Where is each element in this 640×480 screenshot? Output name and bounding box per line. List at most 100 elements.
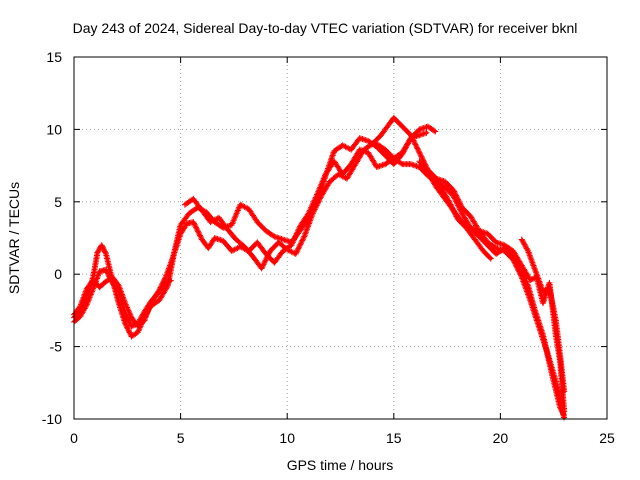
data-point bbox=[339, 142, 346, 149]
data-point bbox=[166, 263, 173, 270]
data-point bbox=[448, 204, 455, 211]
data-point bbox=[194, 227, 201, 234]
x-tick-label: 5 bbox=[177, 430, 185, 446]
data-point bbox=[288, 248, 295, 255]
data-point bbox=[265, 250, 272, 257]
data-point bbox=[533, 271, 540, 278]
data-point bbox=[531, 265, 538, 272]
data-point bbox=[417, 150, 424, 157]
data-point bbox=[228, 221, 235, 228]
data-point bbox=[103, 268, 110, 275]
data-point bbox=[409, 134, 416, 141]
data-point bbox=[233, 211, 240, 218]
data-point bbox=[431, 127, 438, 134]
data-point bbox=[124, 325, 131, 332]
data-point bbox=[77, 303, 84, 310]
data-point bbox=[329, 152, 336, 159]
data-point bbox=[526, 252, 533, 259]
data-point bbox=[294, 229, 301, 236]
data-point bbox=[457, 207, 464, 214]
data-point bbox=[237, 201, 244, 208]
data-point bbox=[196, 232, 203, 239]
data-point bbox=[84, 298, 91, 305]
data-point bbox=[126, 310, 133, 317]
data-point bbox=[78, 300, 85, 307]
data-point bbox=[191, 221, 198, 228]
data-point bbox=[302, 229, 309, 236]
data-point bbox=[319, 178, 326, 185]
data-point bbox=[486, 254, 493, 261]
data-point bbox=[95, 271, 102, 278]
data-point bbox=[525, 248, 532, 255]
data-point bbox=[315, 187, 322, 194]
data-point bbox=[263, 256, 270, 263]
series-track-c bbox=[71, 129, 430, 330]
data-point bbox=[520, 239, 527, 246]
data-point bbox=[89, 288, 96, 295]
data-point bbox=[518, 236, 525, 243]
data-point bbox=[86, 294, 93, 301]
y-tick-label: -5 bbox=[50, 339, 63, 355]
data-point bbox=[432, 128, 439, 135]
data-point bbox=[240, 203, 247, 210]
data-series bbox=[71, 114, 568, 421]
data-point bbox=[295, 227, 302, 234]
data-point bbox=[452, 197, 459, 204]
data-point bbox=[293, 249, 300, 256]
data-point bbox=[523, 245, 530, 252]
data-point bbox=[418, 153, 425, 160]
data-point bbox=[450, 187, 457, 194]
data-point bbox=[127, 311, 134, 318]
data-point bbox=[156, 285, 163, 292]
data-point bbox=[120, 295, 127, 302]
data-point bbox=[137, 315, 144, 322]
data-point bbox=[121, 298, 128, 305]
data-point bbox=[458, 209, 465, 216]
data-point bbox=[117, 288, 124, 295]
data-point bbox=[450, 208, 457, 215]
data-point bbox=[541, 287, 548, 294]
data-point bbox=[530, 263, 537, 270]
data-point bbox=[419, 156, 426, 163]
data-point bbox=[142, 314, 149, 321]
data-point bbox=[115, 282, 122, 289]
y-axis-label: SDTVAR / TECUs bbox=[6, 182, 22, 294]
data-point bbox=[528, 258, 535, 265]
data-point bbox=[453, 213, 460, 220]
data-point bbox=[453, 199, 460, 206]
y-tick-label: 15 bbox=[46, 49, 62, 65]
data-point bbox=[126, 328, 133, 335]
data-point bbox=[125, 326, 132, 333]
data-point bbox=[162, 274, 169, 281]
data-point bbox=[342, 143, 349, 150]
x-axis-label: GPS time / hours bbox=[287, 457, 394, 473]
data-point bbox=[339, 173, 346, 180]
data-point bbox=[117, 287, 124, 294]
data-point bbox=[190, 219, 197, 226]
data-point bbox=[238, 202, 245, 209]
data-point bbox=[527, 253, 534, 260]
data-point bbox=[303, 226, 310, 233]
data-point bbox=[262, 257, 269, 264]
data-point bbox=[316, 185, 323, 192]
x-tick-label: 0 bbox=[70, 430, 78, 446]
data-point bbox=[88, 290, 95, 297]
data-point bbox=[210, 217, 217, 224]
data-point bbox=[561, 408, 568, 415]
data-point bbox=[86, 295, 93, 302]
data-point bbox=[316, 197, 323, 204]
data-point bbox=[312, 205, 319, 212]
data-point bbox=[234, 208, 241, 215]
data-point bbox=[102, 249, 109, 256]
data-point bbox=[77, 301, 84, 308]
data-point bbox=[104, 269, 111, 276]
data-point bbox=[451, 194, 458, 201]
x-tick-label: 15 bbox=[386, 430, 402, 446]
data-point bbox=[126, 308, 133, 315]
data-point bbox=[193, 225, 200, 232]
data-point bbox=[233, 245, 240, 252]
data-point bbox=[83, 301, 90, 308]
data-point bbox=[124, 324, 131, 331]
data-point bbox=[537, 281, 544, 288]
data-point bbox=[158, 281, 165, 288]
